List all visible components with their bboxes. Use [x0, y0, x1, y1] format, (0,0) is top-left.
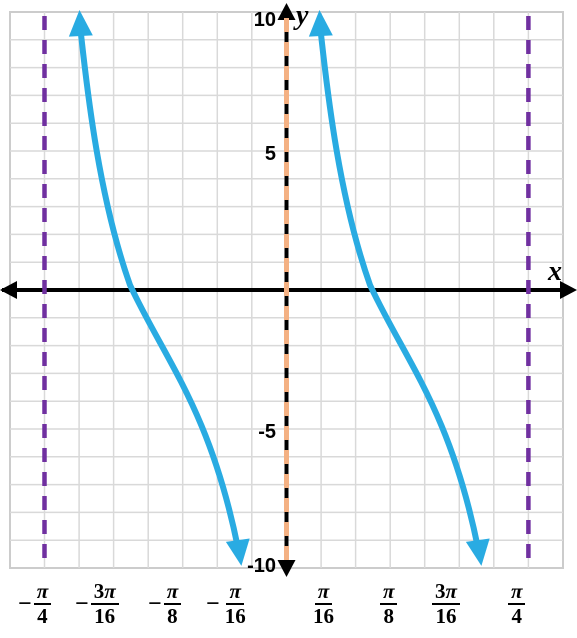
x-tick-neg-pi-16: − π16	[206, 580, 249, 628]
y-tick-10: 10	[254, 9, 276, 31]
y-tick-5: 5	[265, 143, 276, 165]
x-axis-label: x	[547, 256, 562, 287]
y-tick-neg5: -5	[258, 421, 276, 443]
x-tick-3pi-16: 3π16	[432, 580, 460, 628]
x-tick-pi-8: π8	[380, 580, 397, 628]
x-tick-neg-pi-8: − π8	[148, 580, 181, 628]
x-tick-pi-16: π16	[310, 580, 337, 628]
x-tick-neg-pi-4: − π4	[18, 580, 51, 628]
y-axis-label: y	[293, 0, 309, 31]
chart-container: y x 10 5 -5 -10 − π4 − 3π16 − π8 − π16 π…	[0, 0, 577, 638]
chart-svg: y x 10 5 -5 -10	[0, 0, 577, 580]
y-tick-neg10: -10	[247, 555, 276, 577]
x-tick-labels: − π4 − 3π16 − π8 − π16 π16 π8 3π16 π4	[0, 580, 577, 638]
x-tick-neg-3pi-16: − 3π16	[75, 580, 119, 628]
x-tick-pi-4: π4	[508, 580, 525, 628]
